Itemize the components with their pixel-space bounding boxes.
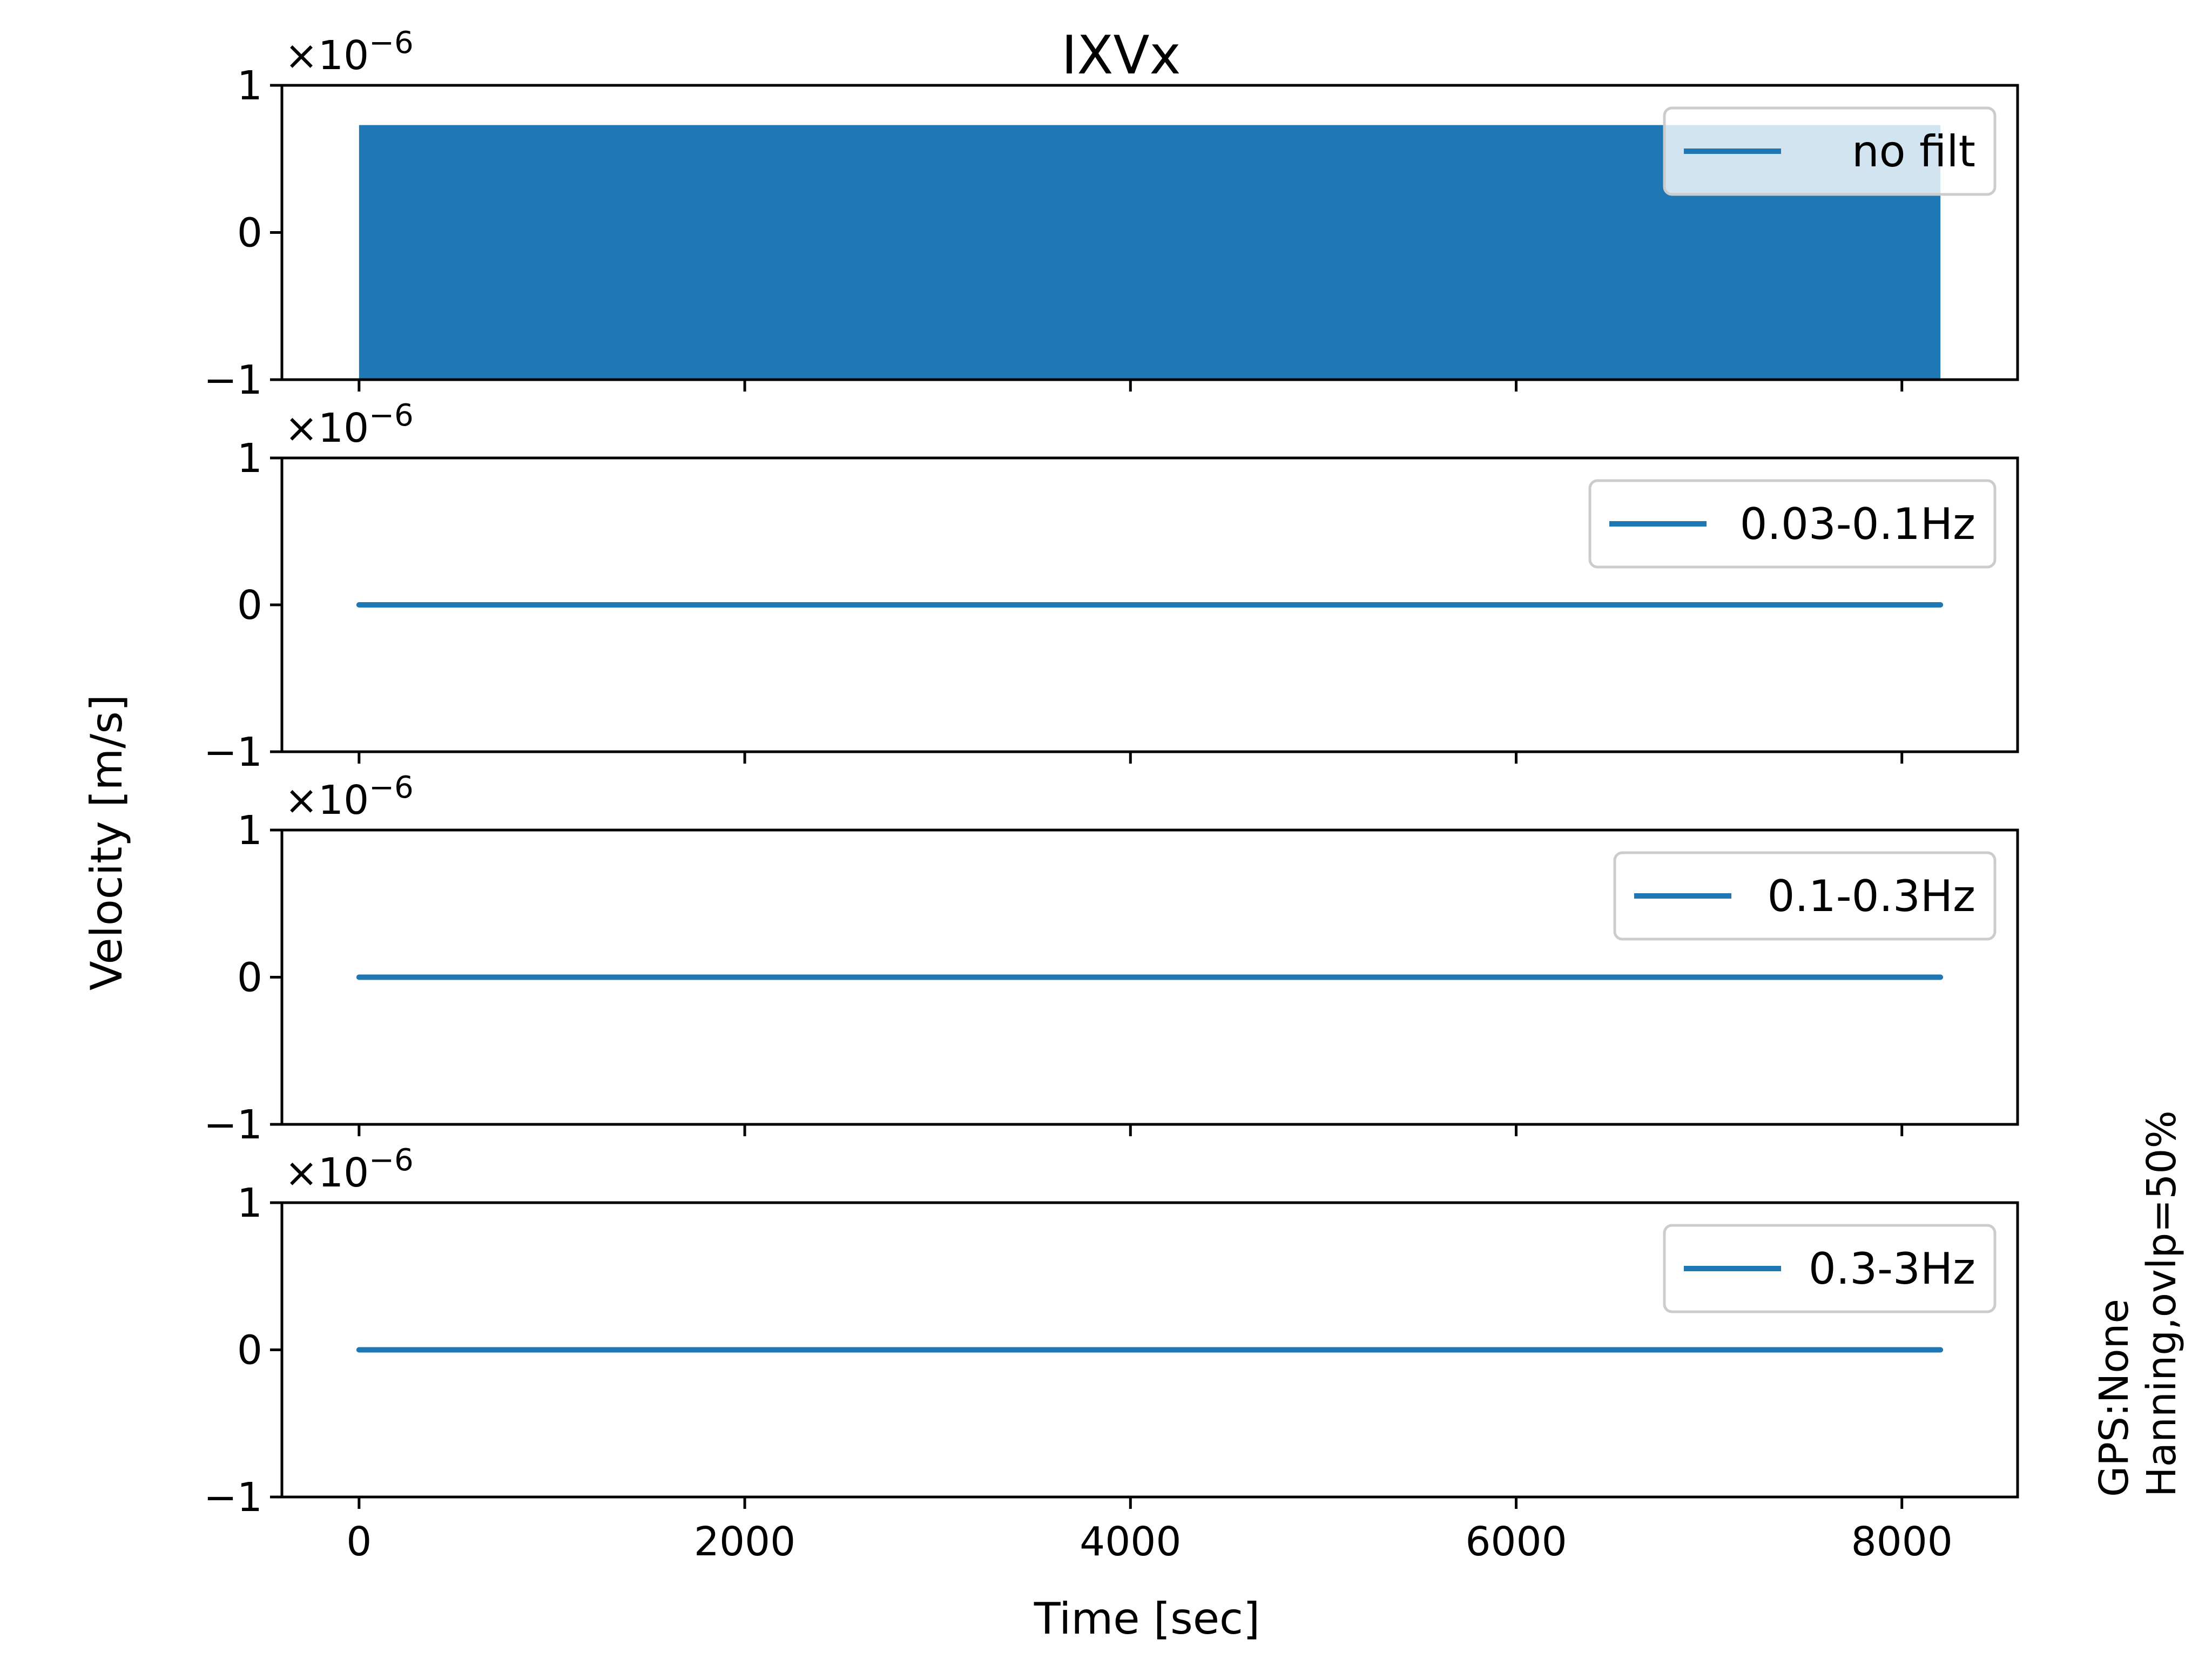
legend-box <box>1588 479 1997 569</box>
legend-label: 0.1-0.3Hz <box>1768 871 1975 921</box>
legend-label: 0.3-3Hz <box>1809 1244 1975 1294</box>
y-tick-label: −1 <box>204 729 262 775</box>
y-tick-label: 0 <box>237 1327 262 1374</box>
panels-group: −1 0 1 ×10−6 no filt −1 0 1 ×10−6 0.03-0.1Hz −1 0 1 ×… <box>204 25 2019 1565</box>
y-tick-label: −1 <box>204 1102 262 1148</box>
x-tick-label: 6000 <box>1465 1519 1567 1565</box>
y-tick-label: 0 <box>237 955 262 1001</box>
y-multiplier-label: ×10−6 <box>285 398 414 451</box>
y-multiplier-label: ×10−6 <box>285 1143 414 1196</box>
y-multiplier-label: ×10−6 <box>285 770 414 824</box>
y-tick-label: 1 <box>237 435 262 482</box>
x-tick-label: 2000 <box>694 1519 795 1565</box>
y-axis-label: Velocity [m/s] <box>82 694 132 990</box>
panel-2: −1 0 1 ×10−6 0.03-0.1Hz <box>204 398 2019 775</box>
legend-label: 0.03-0.1Hz <box>1740 499 1975 549</box>
side-note-line: Hanning,ovlp=50% <box>2139 1110 2185 1497</box>
legend-box <box>1663 1224 1997 1313</box>
y-tick-label: 0 <box>237 582 262 629</box>
legend-box <box>1663 106 1997 196</box>
y-tick-label: 1 <box>237 63 262 109</box>
panel-4: −1 0 1 0 2000 4000 6000 8000 ×10−6 0.3-3Hz <box>204 1143 2019 1565</box>
x-tick-label: 4000 <box>1080 1519 1181 1565</box>
y-multiplier-label: ×10−6 <box>285 25 414 79</box>
y-tick-label: −1 <box>204 1474 262 1521</box>
legend-label: no filt <box>1852 126 1975 177</box>
chart-title: IXVx <box>1061 25 1181 86</box>
legend-box <box>1613 851 1997 941</box>
y-tick-label: 0 <box>237 210 262 257</box>
y-tick-label: 1 <box>237 1180 262 1226</box>
legend: 0.03-0.1Hz <box>1588 479 1997 569</box>
legend: 0.3-3Hz <box>1663 1224 1997 1313</box>
y-tick-label: 1 <box>237 807 262 854</box>
x-tick-label: 8000 <box>1851 1519 1953 1565</box>
panel-1: −1 0 1 ×10−6 no filt <box>204 25 2019 403</box>
x-axis-label: Time [sec] <box>1034 1594 1260 1644</box>
legend: no filt <box>1663 106 1997 196</box>
legend: 0.1-0.3Hz <box>1613 851 1997 941</box>
side-note: GPS:None Hanning,ovlp=50% <box>2091 1110 2185 1497</box>
x-tick-label: 0 <box>346 1519 372 1565</box>
y-tick-label: −1 <box>204 357 262 403</box>
panel-3: −1 0 1 ×10−6 0.1-0.3Hz <box>204 770 2019 1148</box>
side-note-line: GPS:None <box>2091 1299 2137 1497</box>
